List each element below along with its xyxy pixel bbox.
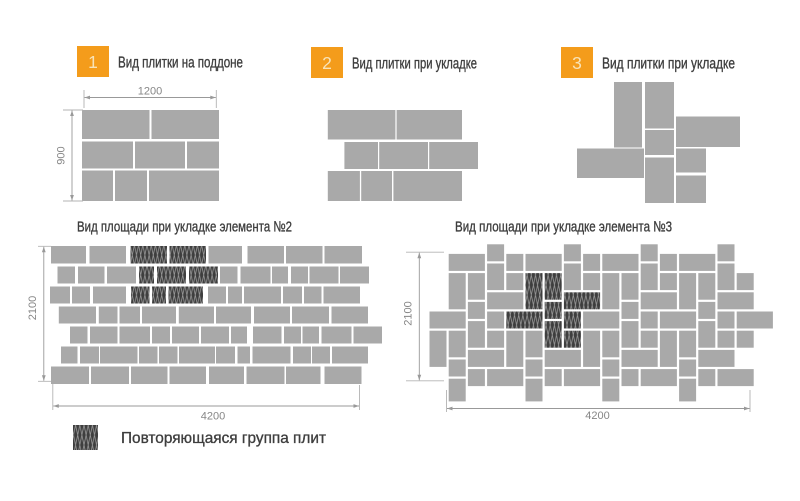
svg-text:1: 1	[88, 52, 98, 72]
svg-text:Вид плитки при укладке: Вид плитки при укладке	[352, 56, 477, 73]
svg-text:1200: 1200	[138, 86, 162, 98]
svg-text:Вид площади при укладке элемен: Вид площади при укладке элемента №3	[455, 219, 672, 236]
svg-text:Вид площади при укладке элемен: Вид площади при укладке элемента №2	[77, 219, 292, 236]
svg-text:2100: 2100	[27, 296, 39, 320]
svg-text:900: 900	[56, 146, 68, 164]
svg-text:2: 2	[322, 53, 332, 73]
svg-text:Вид плитки при укладке: Вид плитки при укладке	[602, 56, 735, 73]
svg-text:4200: 4200	[585, 410, 609, 422]
svg-text:4200: 4200	[201, 411, 225, 423]
svg-text:2100: 2100	[403, 301, 415, 325]
svg-text:3: 3	[572, 53, 582, 73]
svg-text:Вид плитки на поддоне: Вид плитки на поддоне	[118, 55, 243, 72]
svg-text:Повторяющаяся группа плит: Повторяющаяся группа плит	[121, 430, 327, 447]
